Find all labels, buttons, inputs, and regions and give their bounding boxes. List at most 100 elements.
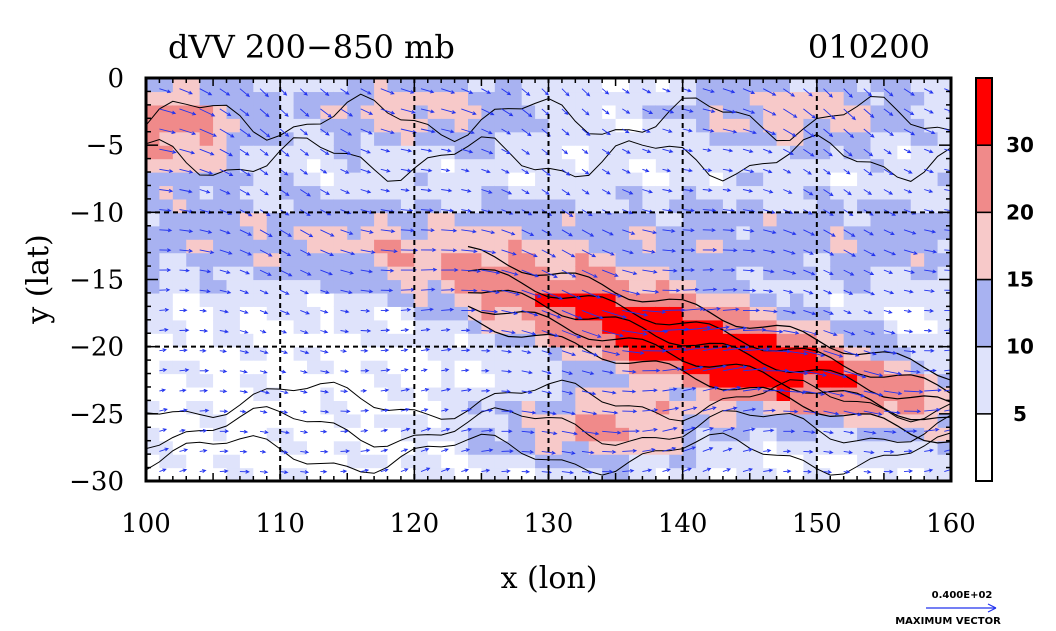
field-cell: [427, 346, 442, 361]
wind-vector: [642, 289, 660, 294]
field-cell: [790, 158, 805, 173]
field-cell: [280, 104, 295, 119]
wind-vector: [944, 467, 951, 473]
wind-vector: [863, 450, 875, 455]
field-cell: [293, 279, 308, 294]
field-cell: [937, 346, 951, 361]
field-cell: [642, 239, 657, 254]
vector-legend-caption: MAXIMUM VECTOR: [895, 616, 1001, 627]
field-cell: [494, 360, 509, 375]
wind-vector: [259, 309, 269, 314]
field-cell: [307, 400, 322, 415]
field-cell: [441, 333, 456, 348]
field-cell: [709, 454, 724, 469]
field-cell: [776, 91, 791, 106]
field-cell: [481, 212, 496, 227]
field-cell: [561, 252, 576, 267]
colorbar-label: 10: [1006, 335, 1034, 359]
wind-vector: [581, 229, 595, 237]
field-cell: [776, 413, 791, 428]
wind-vector: [420, 128, 436, 134]
field-cell: [508, 279, 523, 294]
field-cell: [575, 346, 590, 361]
wind-vector: [481, 388, 491, 393]
field-cell: [360, 292, 375, 307]
field-cell: [602, 131, 617, 146]
field-cell: [870, 279, 885, 294]
wind-vector: [159, 168, 174, 173]
field-cell: [333, 306, 348, 321]
contour-line: [467, 289, 951, 403]
field-cell: [307, 225, 322, 240]
field-cell: [548, 239, 563, 254]
wind-vector: [461, 208, 472, 213]
wind-vector: [682, 467, 692, 473]
field-cell: [521, 360, 536, 375]
field-cell: [360, 198, 375, 213]
field-cell: [266, 158, 281, 173]
field-cell: [333, 440, 348, 455]
wind-vector: [300, 350, 310, 355]
wind-vector: [420, 427, 432, 432]
field-cell: [213, 319, 228, 334]
field-cell: [481, 225, 496, 240]
field-cell: [937, 91, 951, 106]
field-cell: [454, 78, 469, 93]
field-cell: [535, 104, 550, 119]
wind-vector: [581, 128, 591, 136]
field-cell: [883, 145, 898, 160]
wind-vector: [461, 249, 478, 254]
field-cell: [830, 373, 845, 388]
field-cell: [199, 306, 214, 321]
field-cell: [883, 279, 898, 294]
wind-vector: [441, 287, 456, 292]
field-cell: [400, 319, 415, 334]
wind-vector: [259, 128, 271, 138]
field-cell: [414, 131, 429, 146]
field-cell: [468, 145, 483, 160]
wind-vector: [179, 408, 188, 413]
wind-vector: [159, 348, 167, 353]
field-cell: [897, 319, 912, 334]
field-cell: [615, 373, 630, 388]
field-cell: [454, 172, 469, 187]
wind-vector: [722, 268, 736, 272]
wind-vector: [259, 168, 269, 176]
field-cell: [508, 427, 523, 442]
field-cell: [454, 333, 469, 348]
wind-vector: [762, 88, 777, 96]
field-cell: [146, 198, 161, 213]
wind-vector: [279, 88, 288, 96]
field-cell: [320, 467, 335, 481]
field-cell: [253, 212, 268, 227]
wind-vector: [843, 410, 862, 417]
field-cell: [548, 118, 563, 133]
wind-vector: [702, 427, 715, 432]
field-cell: [924, 292, 939, 307]
wind-vector: [179, 248, 194, 253]
field-cell: [186, 467, 201, 481]
field-cell: [937, 131, 951, 146]
field-cell: [870, 252, 885, 267]
field-cell: [280, 400, 295, 415]
field-cell: [655, 266, 670, 281]
field-cell: [293, 427, 308, 442]
field-cell: [239, 252, 254, 267]
field-cell: [159, 440, 174, 455]
wind-vector: [199, 249, 215, 255]
wind-vector: [742, 108, 756, 114]
field-cell: [816, 78, 831, 93]
field-cell: [521, 185, 536, 200]
field-cell: [763, 333, 778, 348]
wind-vector: [702, 467, 712, 473]
wind-vector: [581, 88, 591, 97]
wind-vector: [662, 248, 677, 253]
field-cell: [655, 198, 670, 213]
wind-vector: [903, 449, 913, 454]
wind-vector: [863, 289, 876, 296]
field-cell: [749, 333, 764, 348]
wind-vector: [461, 188, 472, 193]
field-cell: [696, 252, 711, 267]
field-cell: [669, 172, 684, 187]
field-cell: [400, 131, 415, 146]
